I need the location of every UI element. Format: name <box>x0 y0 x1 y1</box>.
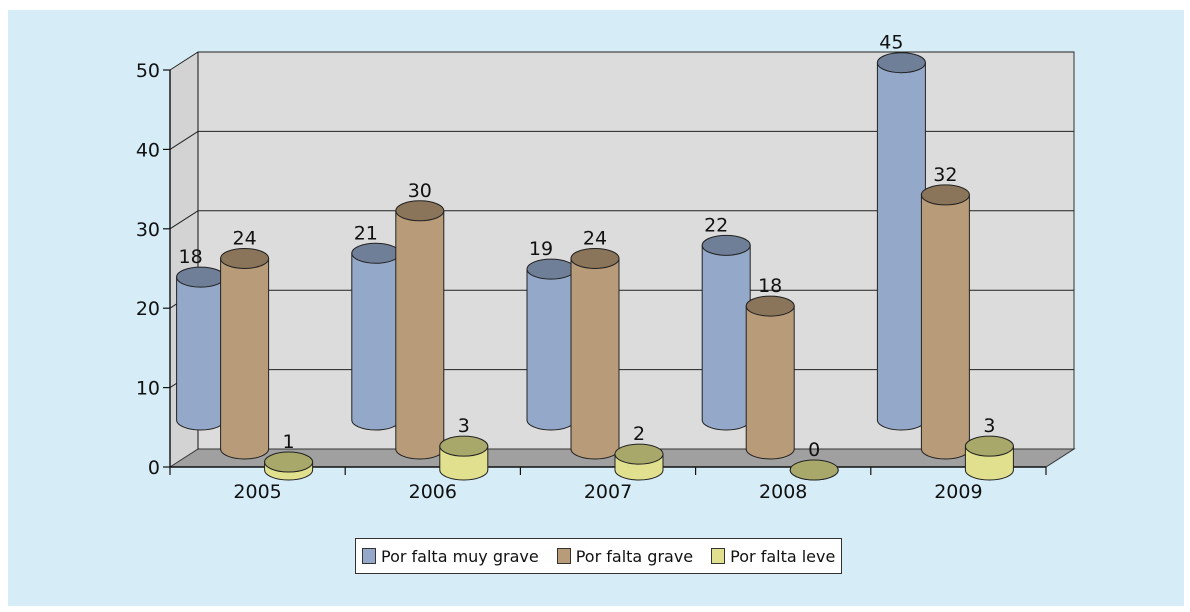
bar <box>789 459 839 481</box>
bar <box>964 435 1014 481</box>
y-tick-label: 30 <box>136 219 160 241</box>
bar-body <box>526 268 576 431</box>
x-tick-label: 2007 <box>584 481 632 503</box>
data-label: 19 <box>529 238 553 260</box>
data-label: 3 <box>983 415 995 437</box>
legend-swatch-grave <box>556 548 571 564</box>
data-label: 30 <box>408 180 432 202</box>
bar-top <box>351 242 401 264</box>
bar-top <box>526 258 576 280</box>
bar <box>526 258 576 431</box>
bar-top <box>789 459 839 481</box>
y-axis: 0 10 20 30 40 50 <box>136 52 199 479</box>
bar-top <box>876 52 926 74</box>
bar-body <box>395 210 445 460</box>
y-tick-label: 50 <box>136 60 160 82</box>
bar-body <box>701 244 751 431</box>
legend-label-muy-grave: Por falta muy grave <box>381 546 539 566</box>
bar-body <box>351 252 401 431</box>
y-tick-label: 0 <box>148 457 160 479</box>
x-tick-label: 2009 <box>934 481 982 503</box>
bar <box>351 242 401 431</box>
data-label: 3 <box>458 415 470 437</box>
bar-top <box>701 234 751 256</box>
x-axis: 2005 2006 2007 2008 2009 <box>169 466 1047 503</box>
bar-top <box>439 435 489 457</box>
bar <box>176 266 226 431</box>
bar-top <box>264 451 314 473</box>
data-label: 18 <box>179 246 203 268</box>
data-label: 2 <box>633 423 645 445</box>
bar-top <box>745 295 795 317</box>
bar-body <box>220 257 270 460</box>
bar <box>701 234 751 431</box>
x-tick-label: 2005 <box>233 481 281 503</box>
data-label: 1 <box>283 431 295 453</box>
gridline-side <box>169 210 199 230</box>
bar <box>439 435 489 481</box>
bar <box>264 451 314 481</box>
data-label: 22 <box>704 214 728 236</box>
bar <box>920 184 970 460</box>
bar-top <box>395 200 445 222</box>
bar-top <box>964 435 1014 457</box>
data-label: 0 <box>808 439 820 461</box>
x-tick-label: 2008 <box>759 481 807 503</box>
legend-item-leve: Por falta leve <box>711 547 835 566</box>
bar-body <box>570 257 620 460</box>
x-tick-label: 2006 <box>409 481 457 503</box>
legend-swatch-muy-grave <box>362 548 376 564</box>
bar-body <box>920 194 970 460</box>
data-label: 32 <box>933 164 957 186</box>
bar <box>614 443 664 481</box>
bar-body <box>745 305 795 460</box>
bar-top <box>614 443 664 465</box>
y-tick-label: 20 <box>136 298 160 320</box>
data-label: 24 <box>583 227 607 249</box>
gridline-side <box>169 130 199 150</box>
bar <box>876 52 926 431</box>
data-label: 21 <box>354 222 378 244</box>
bar <box>395 200 445 460</box>
bar-top <box>220 247 270 269</box>
y-tick-label: 40 <box>136 139 160 161</box>
bar-body <box>876 62 926 431</box>
bar-top <box>570 247 620 269</box>
bar-body <box>176 276 226 431</box>
bar-marks <box>176 52 1014 481</box>
bar <box>745 295 795 460</box>
legend-swatch-leve <box>711 548 726 564</box>
legend-label-leve: Por falta leve <box>730 546 836 566</box>
gridline-side <box>169 51 199 71</box>
data-label: 18 <box>758 275 782 297</box>
bar <box>220 247 270 460</box>
legend: Por falta muy grave Por falta grave Por … <box>355 538 843 574</box>
chart-frame: 0 10 20 30 40 50 2005 2006 2007 2008 2009 18 24 1 21… <box>8 10 1184 606</box>
legend-label-grave: Por falta grave <box>575 546 694 566</box>
bar <box>570 247 620 460</box>
legend-item-grave: Por falta grave <box>556 546 694 566</box>
legend-item-muy-grave: Por falta muy grave <box>362 547 539 566</box>
y-tick-label: 10 <box>136 378 160 400</box>
bar-top <box>920 184 970 206</box>
data-label: 24 <box>233 227 257 249</box>
data-label: 45 <box>879 32 903 54</box>
bar-top <box>176 266 226 288</box>
